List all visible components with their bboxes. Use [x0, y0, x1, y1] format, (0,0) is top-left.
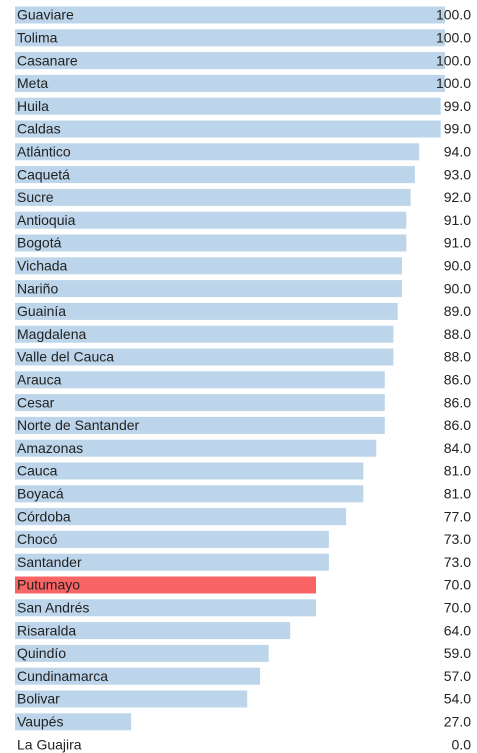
value-label: 57.0: [444, 668, 471, 684]
bar: [15, 462, 364, 480]
value-label: 93.0: [444, 166, 471, 182]
value-label: 100.0: [436, 30, 471, 46]
category-label: Huila: [17, 98, 49, 114]
category-label: Caquetá: [17, 166, 70, 182]
value-label: 54.0: [444, 691, 471, 707]
bar: [15, 302, 398, 320]
category-label: Bogotá: [17, 235, 62, 251]
value-label: 86.0: [444, 372, 471, 388]
bar: [15, 29, 445, 47]
category-label: Boyacá: [17, 486, 64, 502]
bar: [15, 416, 385, 434]
value-label: 64.0: [444, 622, 471, 638]
category-label: Tolima: [17, 30, 58, 46]
category-label: Antioquia: [17, 212, 76, 228]
value-label: 77.0: [444, 508, 471, 524]
value-label: 92.0: [444, 189, 471, 205]
bar: [15, 188, 411, 206]
category-label: Vaupés: [17, 714, 63, 730]
bar: [15, 257, 402, 275]
value-label: 88.0: [444, 326, 471, 342]
bar: [15, 690, 248, 708]
category-label: Chocó: [17, 531, 58, 547]
category-label: Casanare: [17, 52, 78, 68]
category-label: Cundinamarca: [17, 668, 108, 684]
bar: [15, 713, 132, 731]
bar: [15, 234, 407, 252]
value-label: 27.0: [444, 714, 471, 730]
bar: [15, 120, 441, 138]
value-label: 73.0: [444, 531, 471, 547]
category-label: San Andrés: [17, 600, 89, 616]
category-label: Quindío: [17, 645, 66, 661]
value-label: 90.0: [444, 280, 471, 296]
bar: [15, 553, 329, 571]
bar: [15, 485, 364, 503]
bar: [15, 52, 445, 70]
value-label: 100.0: [436, 7, 471, 23]
value-label: 88.0: [444, 349, 471, 365]
value-label: 99.0: [444, 98, 471, 114]
bar: [15, 644, 269, 662]
value-label: 86.0: [444, 394, 471, 410]
category-label: Atlántico: [17, 144, 71, 160]
value-label: 73.0: [444, 554, 471, 570]
bar: [15, 143, 420, 161]
value-label: 99.0: [444, 121, 471, 137]
value-label: 90.0: [444, 258, 471, 274]
category-label: Bolivar: [17, 691, 60, 707]
bar: [15, 371, 385, 389]
value-label: 59.0: [444, 645, 471, 661]
bar: [15, 530, 329, 548]
value-label: 100.0: [436, 52, 471, 68]
bar: [15, 622, 291, 640]
bar: [15, 166, 415, 184]
bar: [15, 348, 394, 366]
bar: [15, 97, 441, 115]
value-label: 81.0: [444, 486, 471, 502]
category-label: Córdoba: [17, 508, 71, 524]
category-label: Meta: [17, 75, 48, 91]
bar: [15, 280, 402, 298]
bar: [15, 576, 316, 594]
category-label: Sucre: [17, 189, 54, 205]
category-label: La Guajira: [17, 736, 82, 752]
bar: [15, 508, 347, 526]
value-label: 0.0: [452, 736, 472, 752]
value-label: 100.0: [436, 75, 471, 91]
category-label: Caldas: [17, 121, 61, 137]
category-label: Norte de Santander: [17, 417, 140, 433]
category-label: Nariño: [17, 280, 58, 296]
category-label: Putumayo: [17, 577, 80, 593]
value-label: 70.0: [444, 577, 471, 593]
value-label: 81.0: [444, 463, 471, 479]
category-label: Cauca: [17, 463, 58, 479]
value-label: 86.0: [444, 417, 471, 433]
bar: [15, 6, 445, 24]
value-label: 94.0: [444, 144, 471, 160]
category-label: Risaralda: [17, 622, 76, 638]
value-label: 89.0: [444, 303, 471, 319]
bar: [15, 667, 261, 685]
category-label: Cesar: [17, 394, 55, 410]
bar: [15, 74, 445, 92]
category-label: Amazonas: [17, 440, 83, 456]
bar: [15, 439, 377, 457]
value-label: 91.0: [444, 235, 471, 251]
bar: [15, 211, 407, 229]
category-label: Arauca: [17, 372, 62, 388]
category-label: Guaviare: [17, 7, 74, 23]
category-label: Santander: [17, 554, 82, 570]
bar: [15, 325, 394, 343]
category-label: Guainía: [17, 303, 66, 319]
value-label: 91.0: [444, 212, 471, 228]
value-label: 70.0: [444, 600, 471, 616]
category-label: Valle del Cauca: [17, 349, 114, 365]
value-label: 84.0: [444, 440, 471, 456]
category-label: Magdalena: [17, 326, 86, 342]
bar: [15, 394, 385, 412]
bar: [15, 599, 316, 617]
category-label: Vichada: [17, 258, 68, 274]
